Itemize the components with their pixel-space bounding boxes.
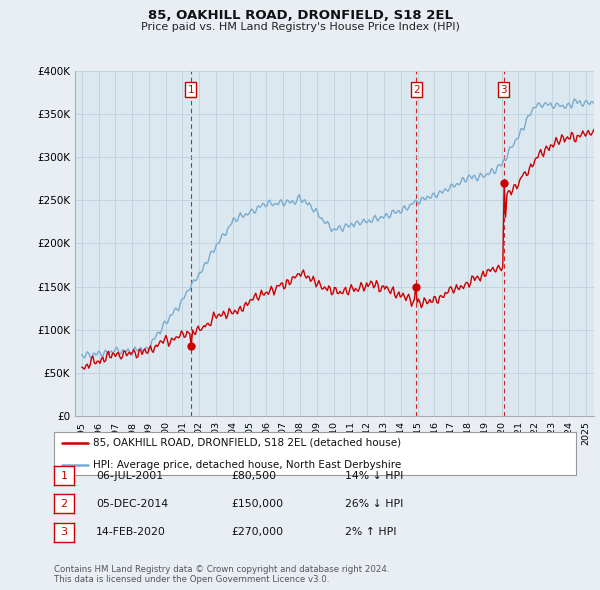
Text: 06-JUL-2001: 06-JUL-2001 <box>96 471 163 480</box>
Text: 3: 3 <box>500 85 507 95</box>
Text: £80,500: £80,500 <box>231 471 276 480</box>
Text: 14% ↓ HPI: 14% ↓ HPI <box>345 471 403 480</box>
Text: 85, OAKHILL ROAD, DRONFIELD, S18 2EL: 85, OAKHILL ROAD, DRONFIELD, S18 2EL <box>148 9 452 22</box>
Text: 05-DEC-2014: 05-DEC-2014 <box>96 499 168 509</box>
Text: HPI: Average price, detached house, North East Derbyshire: HPI: Average price, detached house, Nort… <box>93 460 401 470</box>
Text: 85, OAKHILL ROAD, DRONFIELD, S18 2EL (detached house): 85, OAKHILL ROAD, DRONFIELD, S18 2EL (de… <box>93 438 401 448</box>
Text: £150,000: £150,000 <box>231 499 283 509</box>
Text: 2% ↑ HPI: 2% ↑ HPI <box>345 527 397 537</box>
Text: £270,000: £270,000 <box>231 527 283 537</box>
Text: 2: 2 <box>413 85 419 95</box>
Text: 3: 3 <box>61 527 67 537</box>
Text: 26% ↓ HPI: 26% ↓ HPI <box>345 499 403 509</box>
Text: 2: 2 <box>61 499 67 509</box>
Text: 1: 1 <box>188 85 194 95</box>
Text: Contains HM Land Registry data © Crown copyright and database right 2024.
This d: Contains HM Land Registry data © Crown c… <box>54 565 389 584</box>
Text: 1: 1 <box>61 471 67 480</box>
Text: Price paid vs. HM Land Registry's House Price Index (HPI): Price paid vs. HM Land Registry's House … <box>140 22 460 32</box>
Text: 14-FEB-2020: 14-FEB-2020 <box>96 527 166 537</box>
